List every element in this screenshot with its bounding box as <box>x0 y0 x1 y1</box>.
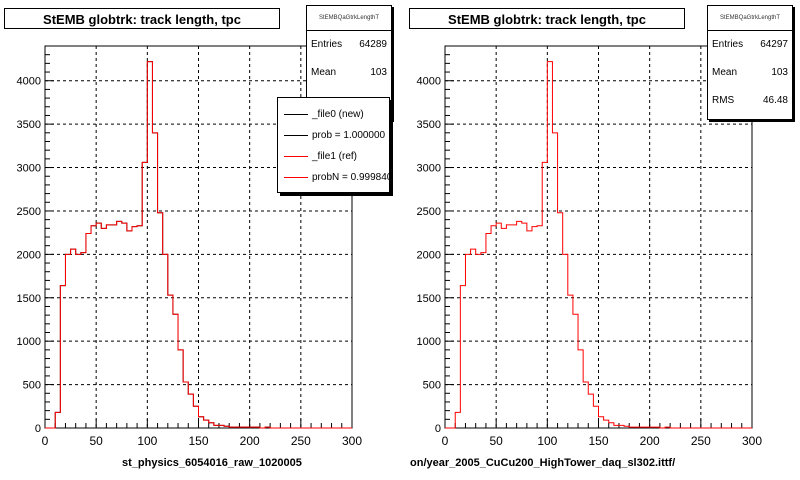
left-xtick-label-2: 100 <box>137 434 157 448</box>
right-xtick-label-1: 50 <box>489 434 503 448</box>
right-ytick-label-5: 2500 <box>417 206 441 218</box>
left-stats-entries-key: Entries <box>311 39 343 50</box>
left-ytick-label-1: 500 <box>23 380 41 392</box>
right-ytick-label-8: 4000 <box>417 76 441 88</box>
right-xtick-label-2: 100 <box>537 434 557 448</box>
left-legend: _file0 (new) prob = 1.000000 _file1 (ref… <box>277 97 390 193</box>
right-xtick-label-0: 0 <box>442 434 449 448</box>
legend-swatch-file0 <box>284 114 308 115</box>
right-stats-row-rms: RMS 46.48 <box>708 87 792 115</box>
right-ytick-label-2: 1000 <box>417 336 441 348</box>
left-xtick-label-0: 0 <box>42 434 49 448</box>
right-chart-title: StEMB globtrk: track length, tpc <box>409 8 685 29</box>
right-stats-entries-value: 64297 <box>760 39 788 50</box>
right-ytick-label-3: 1500 <box>417 293 441 305</box>
left-x-axis-label: st_physics_6054016_raw_1020005 <box>122 457 302 469</box>
right-plot: 0 50 100 150 200 250 3000500100015002000250030… <box>417 45 762 448</box>
right-ytick-label-1: 500 <box>423 380 441 392</box>
left-stats-entries-value: 64289 <box>359 39 387 50</box>
left-stats-mean-value: 103 <box>370 67 387 78</box>
right-stats-mean-key: Mean <box>712 67 738 78</box>
left-series-1 <box>45 61 352 429</box>
left-stats-row-mean: Mean 103 <box>307 59 391 87</box>
left-ytick-label-5: 2500 <box>17 206 41 218</box>
right-x-axis-label: on/year_2005_CuCu200_HighTower_daq_sl302… <box>410 457 676 469</box>
right-ytick-label-7: 3500 <box>417 119 441 131</box>
left-stats-row-entries: Entries 64289 <box>307 31 391 59</box>
left-ytick-label-0: 0 <box>35 423 41 435</box>
right-xtick-label-4: 200 <box>640 434 660 448</box>
legend-swatch-prob <box>284 135 308 136</box>
left-xtick-label-6: 300 <box>342 434 362 448</box>
right-stats-rms-value: 46.48 <box>762 95 788 106</box>
legend-label-probn: probN = 0.999840 <box>312 172 390 183</box>
right-stats-rms-key: RMS <box>712 95 735 106</box>
left-ytick-label-8: 4000 <box>17 76 41 88</box>
left-xtick-label-4: 200 <box>240 434 260 448</box>
left-chart-title: StEMB globtrk: track length, tpc <box>4 8 280 29</box>
left-stats-mean-key: Mean <box>311 67 337 78</box>
left-ytick-label-3: 1500 <box>17 293 41 305</box>
legend-swatch-probn <box>284 177 308 178</box>
right-xtick-label-6: 300 <box>742 434 762 448</box>
left-ytick-label-2: 1000 <box>17 336 41 348</box>
left-ytick-label-4: 2000 <box>17 249 41 261</box>
right-ytick-label-0: 0 <box>435 423 441 435</box>
left-ytick-label-7: 3500 <box>17 119 41 131</box>
right-xtick-label-5: 250 <box>691 434 711 448</box>
right-stats-entries-key: Entries <box>712 39 744 50</box>
left-xtick-label-1: 50 <box>89 434 103 448</box>
legend-entry-prob: prob = 1.000000 <box>278 125 389 146</box>
legend-entry-probn: probN = 0.999840 <box>278 167 389 188</box>
legend-label-file0: _file0 (new) <box>312 109 364 120</box>
left-ytick-label-6: 3000 <box>17 163 41 175</box>
right-stats-row-entries: Entries 64297 <box>708 31 792 59</box>
right-ytick-label-6: 3000 <box>417 163 441 175</box>
left-xtick-label-3: 150 <box>188 434 208 448</box>
left-xtick-label-5: 250 <box>291 434 311 448</box>
left-stats-header: StEMBQaGtrkLengthT <box>307 6 391 31</box>
legend-swatch-file1 <box>284 156 308 157</box>
legend-entry-file1: _file1 (ref) <box>278 146 389 167</box>
right-stats-row-mean: Mean 103 <box>708 59 792 87</box>
legend-label-file1: _file1 (ref) <box>312 151 358 162</box>
right-stats-header: StEMBQaGtrkLengthT <box>708 6 792 31</box>
right-xtick-label-3: 150 <box>588 434 608 448</box>
right-series-0 <box>445 61 752 429</box>
right-stats-mean-value: 103 <box>771 67 788 78</box>
legend-entry-file0: _file0 (new) <box>278 104 389 125</box>
legend-label-prob: prob = 1.000000 <box>312 130 386 141</box>
right-stats-box: StEMBQaGtrkLengthT Entries 64297 Mean 10… <box>707 5 793 120</box>
right-ytick-label-4: 2000 <box>417 249 441 261</box>
